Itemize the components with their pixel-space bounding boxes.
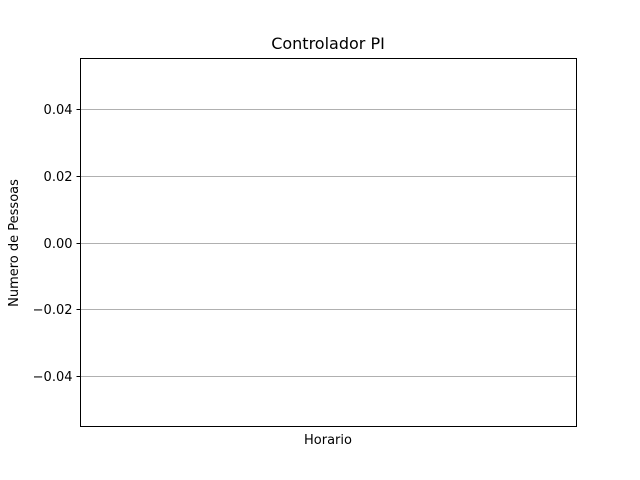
- chart-title: Controlador PI: [271, 34, 385, 53]
- grid-lines: [80, 109, 577, 377]
- x-axis-label: Horario: [304, 433, 352, 448]
- plot-area-frame: [80, 58, 577, 427]
- y-tick-label: −0.02: [33, 303, 73, 318]
- y-axis-label: Numero de Pessoas: [7, 179, 22, 307]
- y-tick-label: −0.04: [33, 370, 73, 385]
- y-tick-label: 0.04: [44, 103, 73, 118]
- y-tick-label: 0.00: [44, 237, 73, 252]
- y-tick-label: 0.02: [44, 170, 73, 185]
- y-axis-ticks: 0.04 0.02 0.00 −0.02 −0.04: [33, 103, 81, 385]
